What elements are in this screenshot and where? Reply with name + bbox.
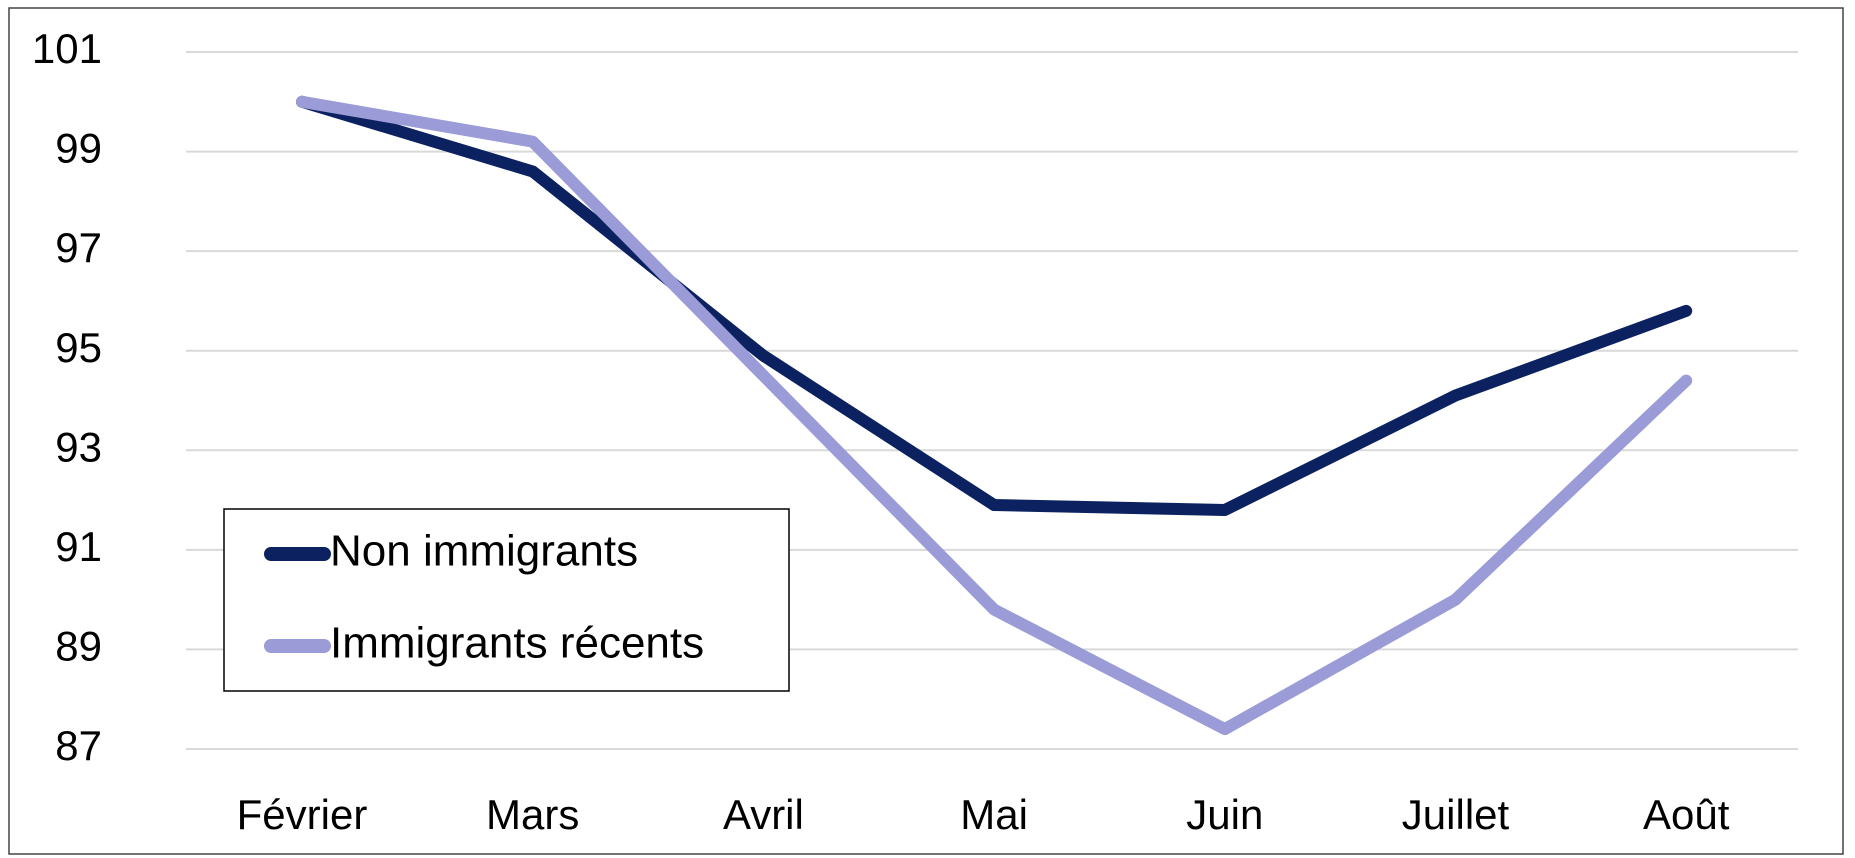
y-tick-label: 93 [55, 423, 102, 470]
y-tick-label: 99 [55, 125, 102, 172]
chart-border [8, 7, 1844, 855]
x-tick-label: Juillet [1402, 791, 1510, 838]
legend: Non immigrants Immigrants récents [223, 508, 790, 692]
y-tick-label: 91 [55, 523, 102, 570]
x-tick-label: Juin [1186, 791, 1263, 838]
series-line [296, 95, 1693, 736]
x-tick-label: Février [237, 791, 368, 838]
legend-box [223, 508, 790, 692]
y-tick-label: 89 [55, 623, 102, 670]
y-tick-label: 101 [32, 25, 102, 72]
y-tick-label: 95 [55, 324, 102, 371]
legend-label: Non immigrants [330, 527, 638, 576]
y-tick-label: 97 [55, 224, 102, 271]
x-tick-label: Mars [486, 791, 579, 838]
series-line [296, 95, 1693, 517]
x-tick-label: Août [1643, 791, 1730, 838]
y-tick-label: 87 [55, 722, 102, 769]
x-tick-label: Avril [723, 791, 804, 838]
x-tick-label: Mai [960, 791, 1028, 838]
legend-label: Immigrants récents [330, 619, 704, 668]
